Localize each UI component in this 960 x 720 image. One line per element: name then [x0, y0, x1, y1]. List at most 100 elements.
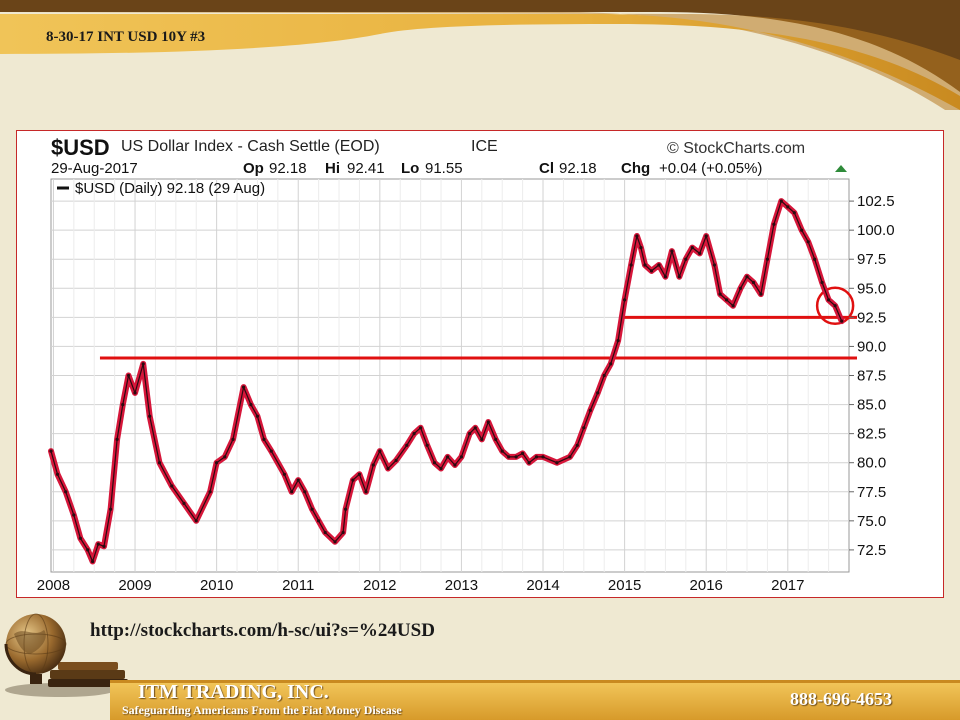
data-point [473, 426, 477, 430]
usd-index-chart: $USD US Dollar Index - Cash Settle (EOD)… [37, 135, 895, 594]
data-point [677, 275, 681, 279]
data-point [596, 391, 600, 395]
data-point [704, 234, 708, 238]
data-point [323, 530, 327, 535]
data-point [425, 443, 429, 447]
up-arrow-icon [835, 165, 847, 172]
data-point [602, 373, 606, 378]
data-point [494, 437, 498, 441]
ohlc-cl-value: 92.18 [559, 160, 597, 177]
y-tick-label: 97.5 [857, 251, 886, 268]
ohlc-hi-label: Hi [325, 160, 340, 177]
y-tick-label: 92.5 [857, 309, 886, 326]
data-point [371, 463, 375, 467]
data-point [296, 478, 300, 482]
y-tick-label: 102.5 [857, 193, 895, 210]
y-tick-label: 85.0 [857, 397, 886, 414]
ohlc-op-label: Op [243, 160, 264, 177]
annotations [99, 286, 857, 360]
data-point [64, 490, 68, 494]
source-url[interactable]: http://stockcharts.com/h-sc/ui?s=%24USD [90, 620, 435, 641]
data-point [765, 257, 770, 261]
data-point [806, 240, 810, 244]
data-point [514, 455, 518, 459]
x-tick-label: 2009 [118, 577, 151, 594]
data-point [49, 449, 53, 453]
chart-frame: $USD US Dollar Index - Cash Settle (EOD)… [16, 130, 944, 598]
y-tick-label: 90.0 [857, 338, 886, 355]
data-point [96, 542, 100, 546]
data-point [486, 420, 490, 424]
data-point [102, 544, 106, 548]
y-tick-label: 77.5 [857, 484, 886, 501]
data-point [141, 362, 145, 366]
data-point [718, 292, 722, 296]
y-tick-label: 95.0 [857, 280, 886, 297]
chart-exchange: ICE [471, 138, 498, 155]
data-point [751, 280, 756, 285]
data-point [378, 449, 382, 453]
x-tick-label: 2016 [690, 577, 723, 594]
y-tick-label: 100.0 [857, 222, 895, 239]
data-point [282, 472, 286, 476]
data-point [616, 339, 620, 343]
data-point [649, 269, 654, 273]
data-point [109, 507, 113, 511]
y-tick-label: 82.5 [857, 426, 886, 443]
data-point [635, 234, 639, 238]
ohlc-hi-value: 92.41 [347, 160, 385, 177]
data-point [623, 298, 627, 302]
data-point [534, 455, 539, 459]
data-point [262, 437, 266, 441]
data-point [133, 391, 137, 395]
data-point [341, 530, 345, 535]
x-axis: 2008 2009 2010 2011 2012 2013 2014 2015 2016 2017 [37, 577, 805, 594]
data-point [731, 304, 735, 308]
data-point [432, 461, 437, 465]
data-point [800, 228, 804, 232]
data-point [269, 449, 273, 453]
data-point [351, 478, 355, 482]
data-point [500, 449, 504, 453]
data-point [223, 455, 227, 459]
data-point [738, 286, 743, 290]
data-point [182, 501, 186, 505]
data-point [405, 443, 409, 447]
y-tick-label: 80.0 [857, 455, 886, 472]
data-point [643, 263, 647, 267]
data-point [684, 257, 688, 261]
company-tagline: Safeguarding Americans From the Fiat Mon… [122, 703, 402, 717]
data-point [344, 507, 348, 511]
chart-title: US Dollar Index - Cash Settle (EOD) [121, 138, 380, 155]
data-point [412, 432, 416, 436]
data-point [725, 298, 729, 302]
data-point [78, 536, 82, 540]
ohlc-chg-value: +0.04 (+0.05%) [659, 160, 762, 177]
data-point [582, 426, 586, 430]
data-point [439, 466, 443, 471]
data-point [663, 275, 668, 279]
series [48, 198, 845, 565]
x-tick-label: 2011 [282, 577, 314, 594]
data-point [527, 461, 531, 465]
series-line-core [50, 200, 843, 563]
x-tick-label: 2012 [363, 577, 396, 594]
data-point [194, 519, 198, 523]
x-tick-label: 2010 [200, 577, 233, 594]
bottom-banner [110, 680, 960, 720]
x-tick-label: 2013 [445, 577, 478, 594]
data-point [242, 385, 246, 389]
data-point [231, 437, 235, 441]
data-point [712, 263, 717, 267]
data-point [568, 455, 572, 459]
data-point [521, 451, 525, 455]
data-point [772, 222, 776, 226]
company-name: ITM TRADING, INC. [138, 681, 329, 703]
slide-title: 8-30-17 INT USD 10Y #3 [46, 29, 206, 45]
data-point [833, 304, 837, 308]
data-point [310, 507, 314, 511]
y-tick-label: 87.5 [857, 368, 886, 385]
data-point [609, 362, 613, 366]
data-point [840, 319, 844, 323]
data-point [446, 455, 450, 459]
